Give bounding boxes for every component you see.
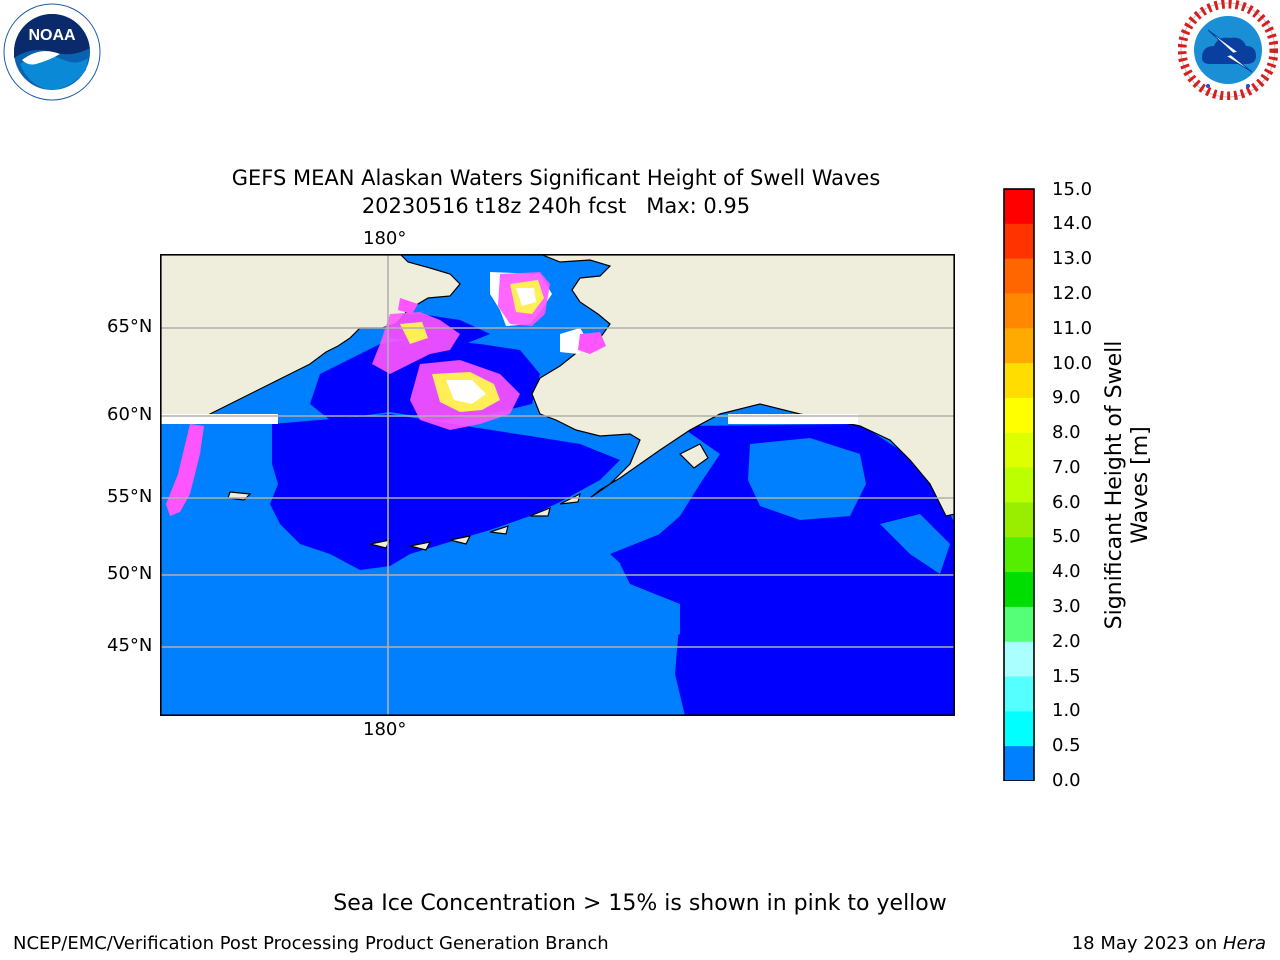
lon-label-top: 180°	[363, 228, 407, 249]
colorbar-swatch	[1004, 189, 1034, 225]
colorbar-tick: 10.0	[1052, 353, 1093, 374]
gulf-light-patch	[580, 438, 950, 654]
colorbar-tick: 4.0	[1052, 561, 1081, 582]
colorbar-swatch	[1004, 606, 1034, 643]
colorbar-tick: 0.5	[1052, 735, 1081, 756]
colorbar-tick: 7.0	[1052, 457, 1081, 478]
swell-0-0.5-regions	[270, 314, 955, 716]
colorbar-tick: 12.0	[1052, 283, 1093, 304]
colorbar-swatch	[1004, 293, 1034, 329]
colorbar-tick: 1.0	[1052, 700, 1081, 721]
colorbar-swatch	[1004, 432, 1034, 469]
land	[160, 254, 955, 551]
sea-ice-note: Sea Ice Concentration > 15% is shown in …	[333, 891, 947, 916]
colorbar-swatch	[1004, 467, 1034, 503]
colorbar-tick: 13.0	[1052, 248, 1093, 269]
colorbar-tick: 15.0	[1052, 179, 1093, 200]
chart-title: GEFS MEAN Alaskan Waters Significant Hei…	[231, 166, 881, 190]
colorbar-title-line1: Significant Height of Swell	[1102, 340, 1127, 630]
lat-label-65: 65°N	[107, 316, 153, 337]
footer-date: 18 May 2023 on	[1071, 933, 1223, 954]
colorbar	[1003, 188, 1035, 781]
colorbar-swatch	[1004, 363, 1034, 399]
colorbar-title-line2: Waves [m]	[1128, 426, 1153, 544]
colorbar-swatch	[1004, 328, 1034, 364]
map-panel	[160, 254, 955, 716]
sea-ice-white-core	[446, 288, 536, 404]
colorbar-frame	[1003, 188, 1035, 781]
lat-label-55: 55°N	[107, 486, 153, 507]
footer-left: NCEP/EMC/Verification Post Processing Pr…	[13, 933, 609, 954]
colorbar-swatch	[1004, 502, 1034, 538]
colorbar-tick: 9.0	[1052, 387, 1081, 408]
colorbar-tick: 14.0	[1052, 213, 1093, 234]
chart-subtitle: 20230516 t18z 240h fcst Max: 0.95	[361, 194, 751, 218]
colorbar-swatch	[1004, 676, 1034, 712]
colorbar-swatch	[1004, 537, 1034, 573]
colorbar-swatch	[1004, 641, 1034, 678]
colorbar-title: Significant Height of Swell Waves [m]	[1102, 325, 1154, 645]
colorbar-swatch	[1004, 258, 1034, 294]
footer-host: Hera	[1222, 933, 1266, 954]
colorbar-swatch	[1004, 223, 1034, 260]
colorbar-swatch	[1004, 711, 1034, 747]
lon-label-bottom: 180°	[363, 719, 407, 740]
graticule	[160, 254, 955, 716]
lat-label-45: 45°N	[107, 635, 153, 656]
footer-right: 18 May 2023 on Hera	[1072, 933, 1266, 954]
colorbar-tick: 11.0	[1052, 318, 1093, 339]
map-frame	[160, 254, 955, 716]
nws-logo	[1177, 0, 1279, 101]
colorbar-swatch	[1004, 397, 1034, 434]
colorbar-swatch	[1004, 746, 1034, 781]
colorbar-tick: 8.0	[1052, 422, 1081, 443]
noaa-logo: NOAA	[2, 2, 102, 102]
colorbar-tick: 3.0	[1052, 596, 1081, 617]
noaa-logo-text: NOAA	[28, 27, 76, 44]
lat-label-50: 50°N	[107, 563, 153, 584]
colorbar-tick: 1.5	[1052, 666, 1081, 687]
colorbar-tick: 2.0	[1052, 631, 1081, 652]
lat-label-60: 60°N	[107, 404, 153, 425]
colorbar-tick: 5.0	[1052, 526, 1081, 547]
colorbar-tick: 0.0	[1052, 770, 1081, 791]
colorbar-tick: 6.0	[1052, 492, 1081, 513]
colorbar-swatch	[1004, 572, 1034, 608]
